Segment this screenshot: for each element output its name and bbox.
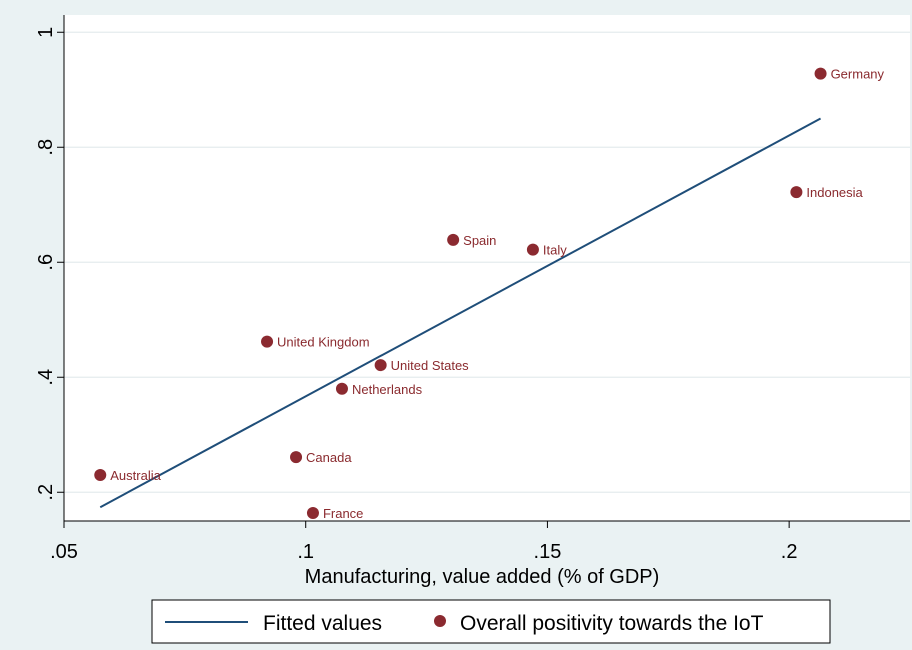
point-label: United States xyxy=(391,358,470,373)
point-label: Indonesia xyxy=(806,185,863,200)
point-label: Germany xyxy=(831,67,885,82)
point-label: Netherlands xyxy=(352,382,423,397)
x-tick-label: .1 xyxy=(297,541,314,563)
legend: Fitted values Overall positivity towards… xyxy=(151,599,831,644)
plot-area xyxy=(64,15,910,521)
point-label: Australia xyxy=(110,468,161,483)
data-point xyxy=(447,233,460,246)
point-label: Canada xyxy=(306,450,352,465)
data-point xyxy=(306,506,319,519)
legend-label-fitted: Fitted values xyxy=(263,612,382,635)
point-label: France xyxy=(323,506,363,521)
data-point xyxy=(335,382,348,395)
data-point xyxy=(790,186,803,199)
x-tick-label: .05 xyxy=(50,541,78,563)
points-group: Germany Indonesia Spain Italy United Kingdom… xyxy=(94,67,885,521)
legend-label-positivity: Overall positivity towards the IoT xyxy=(460,612,764,635)
point-label: United Kingdom xyxy=(277,335,370,350)
x-axis-title: Manufacturing, value added (% of GDP) xyxy=(305,566,660,588)
axes-group: .2 .4 .6 .8 1 .05 .1 .15 .2 xyxy=(35,15,910,563)
x-tick-label: .15 xyxy=(534,541,562,563)
data-point xyxy=(94,469,107,481)
x-tick-label: .2 xyxy=(781,541,798,563)
y-tick-label: .6 xyxy=(35,254,57,271)
fitted-line xyxy=(99,117,822,509)
data-point xyxy=(290,451,303,464)
data-point xyxy=(374,359,387,372)
y-tick-label: .4 xyxy=(35,369,57,386)
data-point xyxy=(814,67,827,80)
y-tick-label: .8 xyxy=(35,139,57,156)
fitted-line-group xyxy=(99,117,822,509)
data-point xyxy=(526,243,539,256)
data-point xyxy=(261,335,274,348)
legend-marker-swatch xyxy=(434,615,446,627)
y-tick-label: .2 xyxy=(35,484,57,501)
point-label: Italy xyxy=(543,243,567,258)
legend-box xyxy=(151,599,831,644)
point-label: Spain xyxy=(463,233,496,248)
y-tick-label: 1 xyxy=(35,27,57,38)
